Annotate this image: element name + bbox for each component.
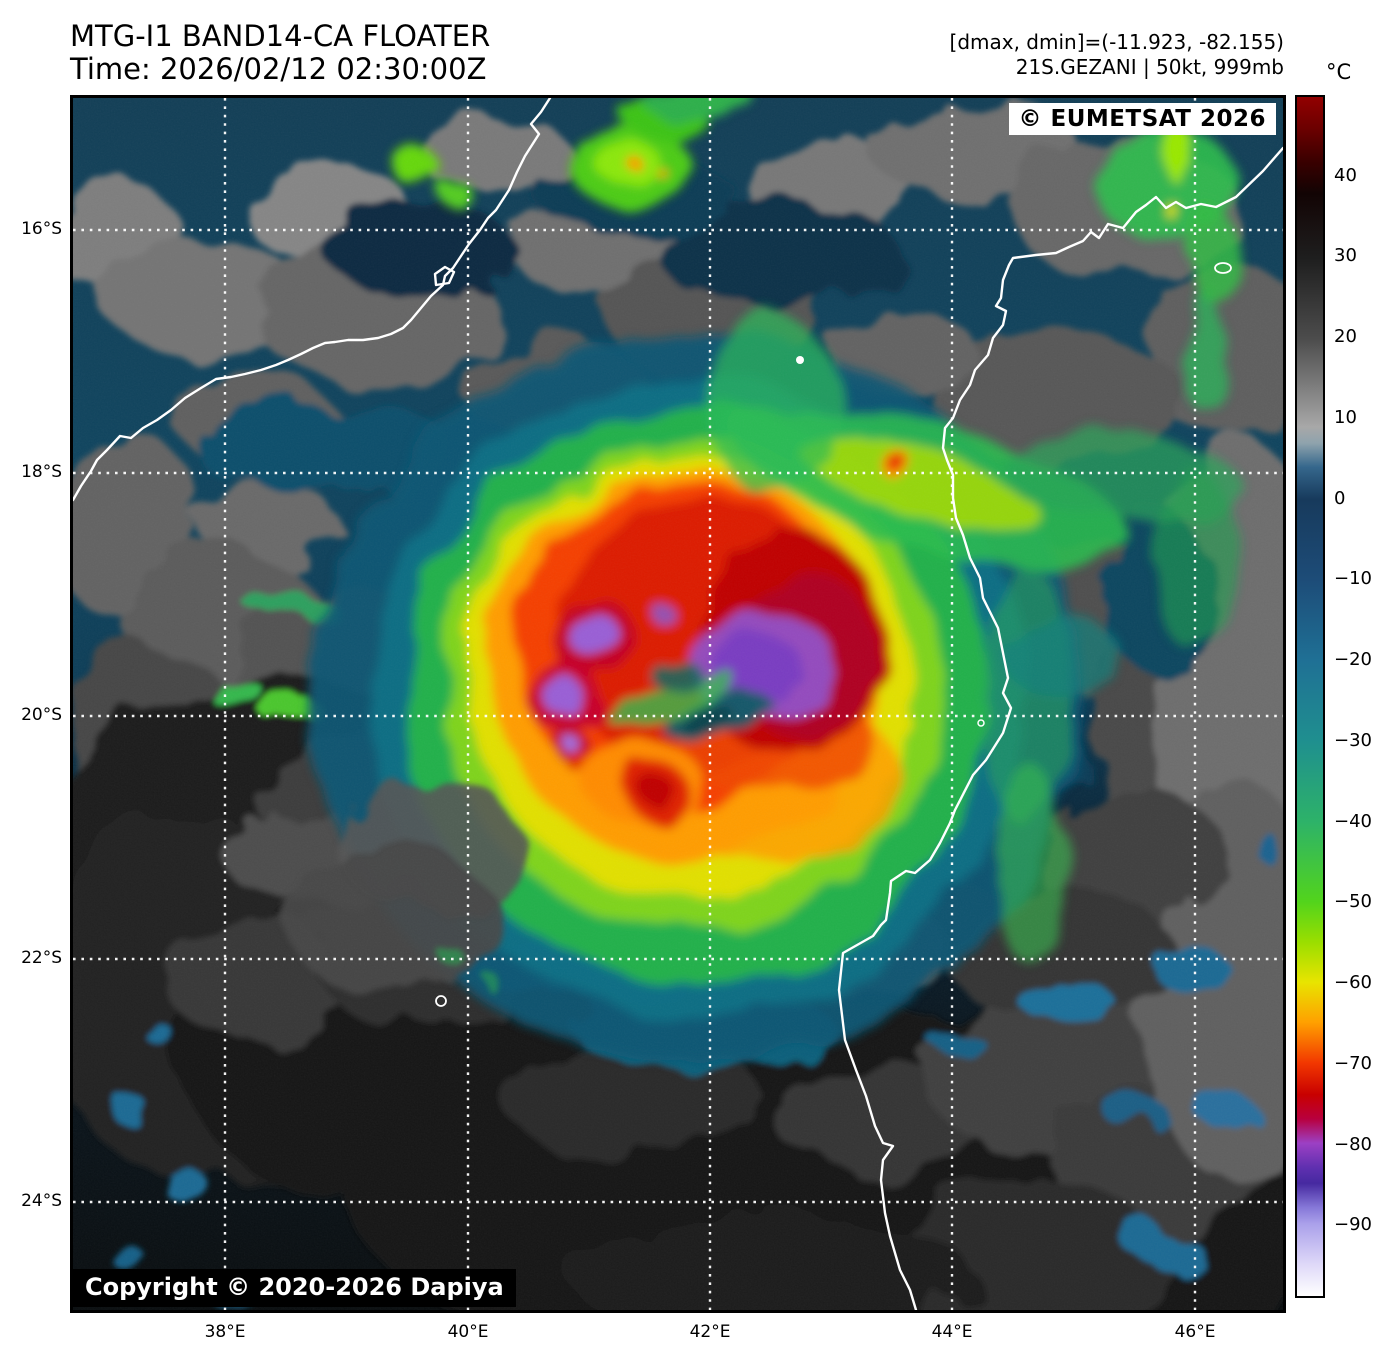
latitude-tick-label: 24°S (0, 1191, 62, 1211)
copyright-badge: Copyright © 2020-2026 Dapiya (73, 1269, 516, 1307)
colorbar-tick-label: 40 (1334, 165, 1357, 186)
figure-title: MTG-I1 BAND14-CA FLOATER (70, 19, 490, 53)
latitude-tick-label: 16°S (0, 219, 62, 239)
header-right-block: [dmax, dmin]=(-11.923, -82.155) 21S.GEZA… (950, 30, 1284, 80)
longitude-tick-label: 42°E (670, 1322, 750, 1342)
latitude-tick-label: 20°S (0, 705, 62, 725)
temperature-colorbar (1295, 95, 1325, 1298)
colorbar-tick-label: 0 (1334, 488, 1345, 509)
colorbar-tick-label: −10 (1334, 568, 1372, 589)
colorbar-tick-label: −40 (1334, 811, 1372, 832)
white-cloud-dot (796, 356, 804, 364)
image-grain-texture (73, 98, 1283, 1310)
colorbar-tick-label: −70 (1334, 1053, 1372, 1074)
colorbar-tick-label: 30 (1334, 245, 1357, 266)
figure-title-block: MTG-I1 BAND14-CA FLOATERTime: 2026/02/12… (70, 20, 490, 86)
colorbar-tick-label: −20 (1334, 649, 1372, 670)
satellite-floater-page: { "header": { "title": "MTG-I1 BAND14-CA… (0, 0, 1388, 1359)
satellite-image (73, 98, 1283, 1310)
colorbar-unit-label: °C (1326, 60, 1351, 84)
eumetsat-badge: © EUMETSAT 2026 (1009, 103, 1276, 135)
storm-info-line: 21S.GEZANI | 50kt, 999mb (950, 55, 1284, 80)
satellite-map: © EUMETSAT 2026 Copyright © 2020-2026 Da… (70, 95, 1286, 1313)
longitude-tick-label: 46°E (1155, 1322, 1235, 1342)
latitude-tick-label: 18°S (0, 462, 62, 482)
colorbar-tick-label: −50 (1334, 891, 1372, 912)
longitude-tick-label: 40°E (428, 1322, 508, 1342)
colorbar-tick-label: 20 (1334, 326, 1357, 347)
figure-time: Time: 2026/02/12 02:30:00Z (70, 52, 486, 86)
longitude-tick-label: 38°E (185, 1322, 265, 1342)
colorbar-tick-label: −30 (1334, 730, 1372, 751)
data-range-line: [dmax, dmin]=(-11.923, -82.155) (950, 30, 1284, 55)
colorbar-tick-label: 10 (1334, 407, 1357, 428)
colorbar-tick-label: −80 (1334, 1134, 1372, 1155)
colorbar-tick-label: −90 (1334, 1214, 1372, 1235)
colorbar-tick-label: −60 (1334, 972, 1372, 993)
latitude-tick-label: 22°S (0, 948, 62, 968)
longitude-tick-label: 44°E (912, 1322, 992, 1342)
